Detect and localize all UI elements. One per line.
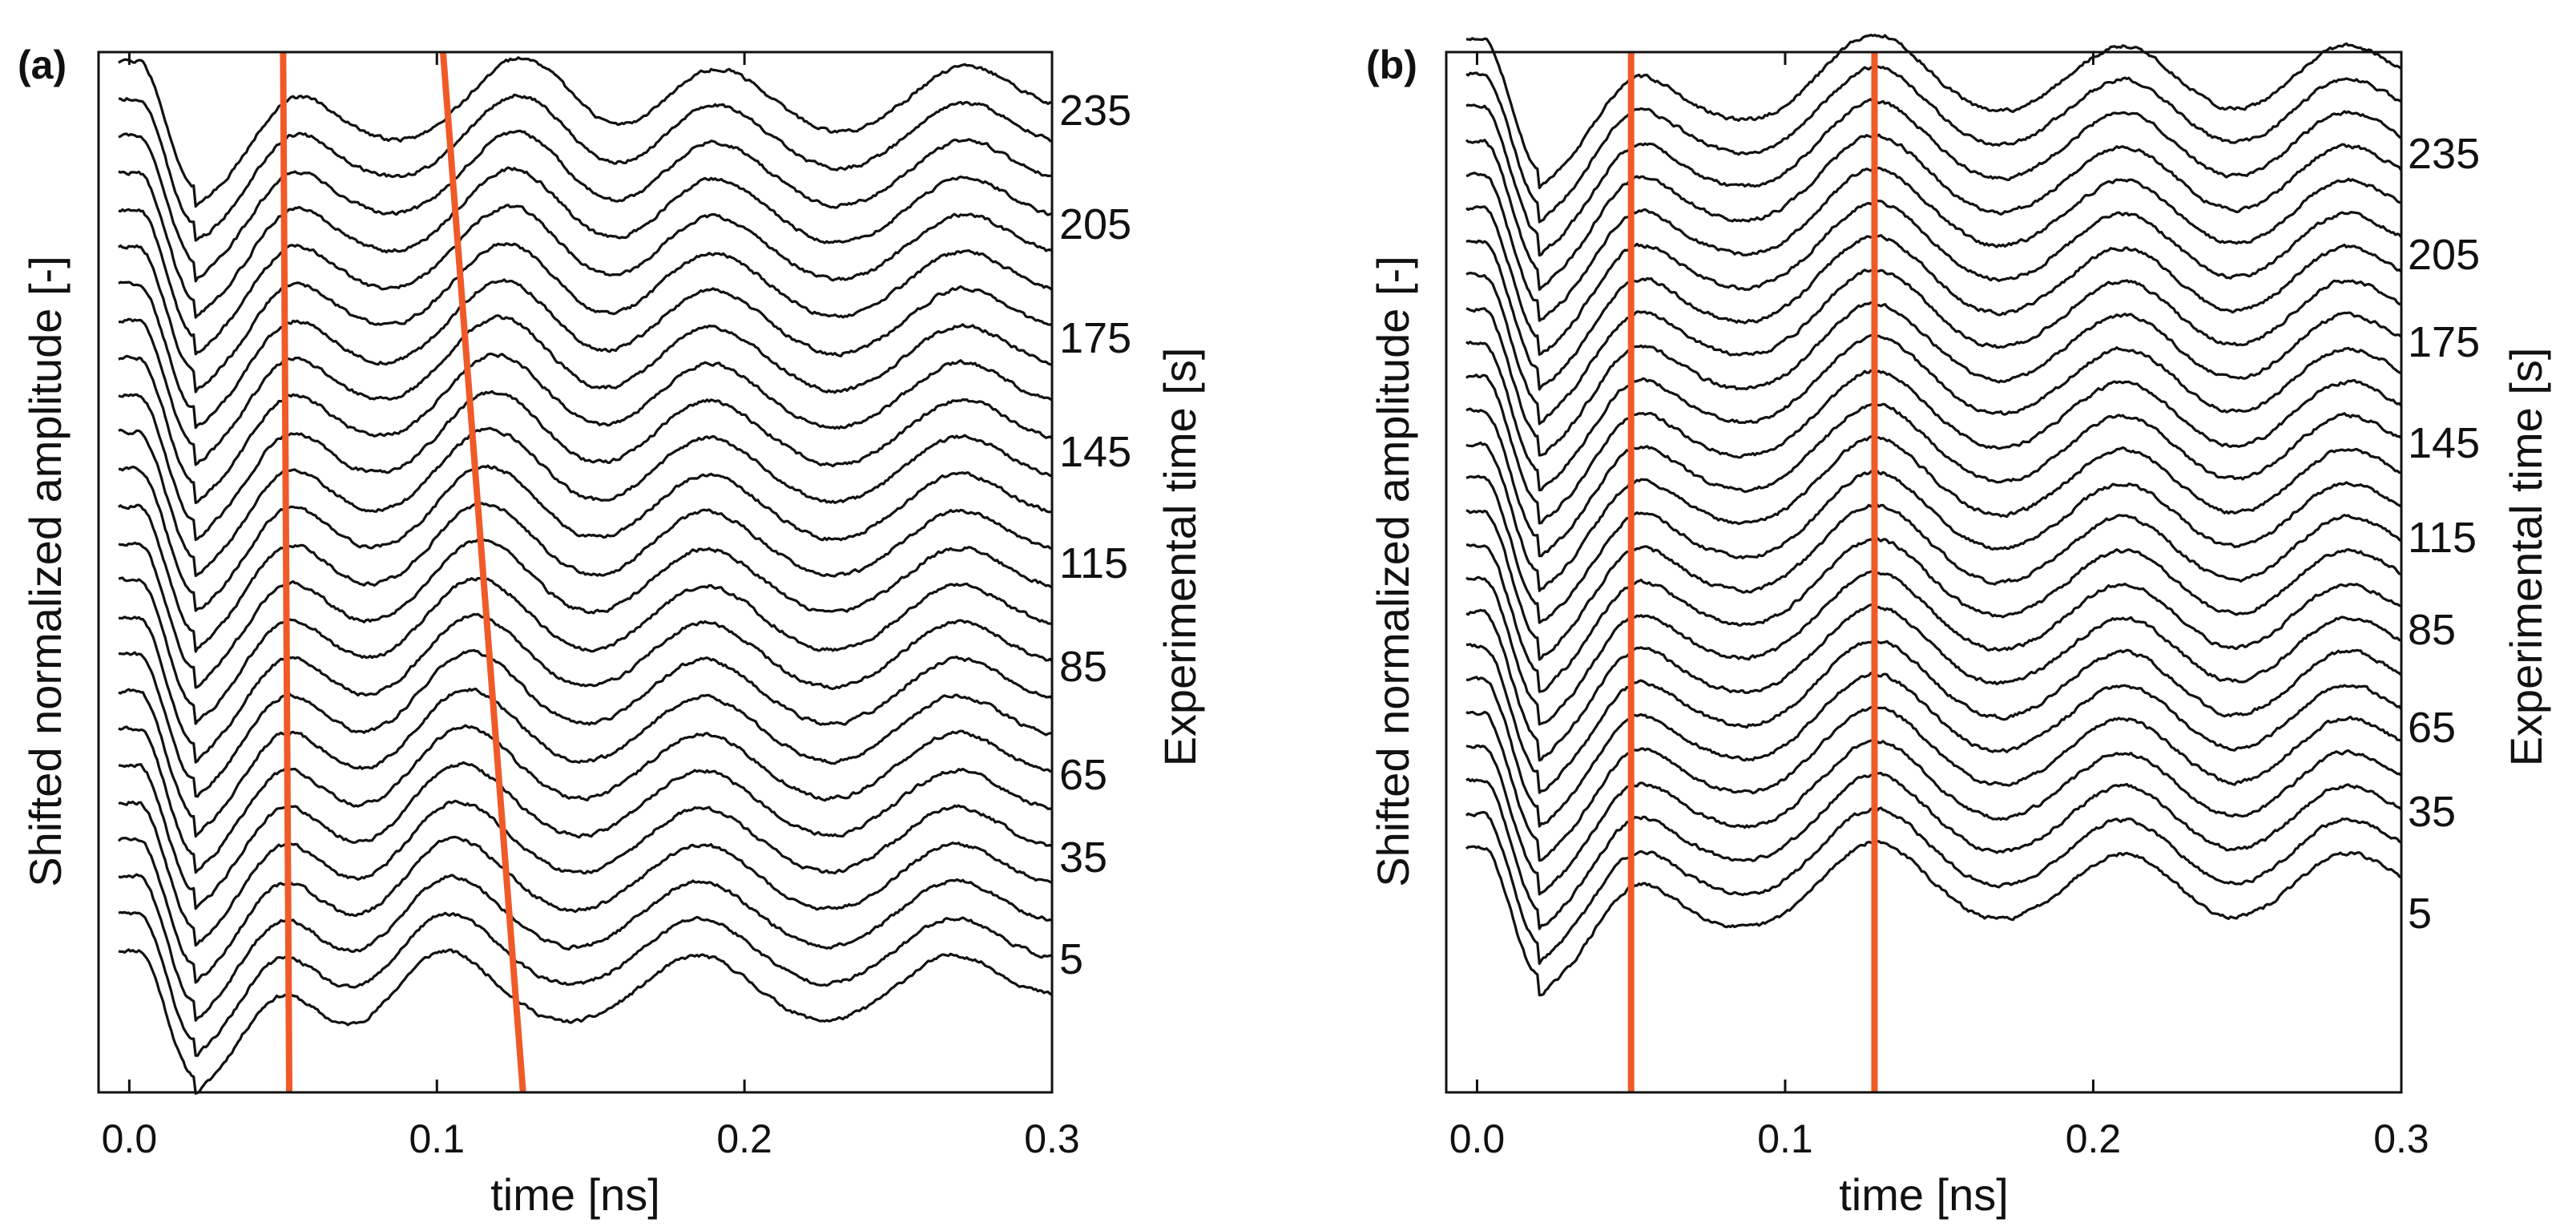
trace-line <box>118 538 1053 689</box>
trace-line <box>1465 772 2403 930</box>
trace-line <box>118 204 1053 356</box>
trace-line <box>118 129 1053 283</box>
x-tick-label: 0.2 <box>716 1116 772 1161</box>
marker-line <box>439 51 526 1093</box>
trace-line <box>117 835 1053 984</box>
trace-line <box>1465 268 2402 426</box>
right-tick-label: 175 <box>2408 318 2480 366</box>
trace-line <box>118 576 1053 725</box>
right-tick-label: 115 <box>1059 539 1128 587</box>
trace-line <box>118 389 1053 542</box>
panel-a-y-axis-label: Shifted normalized amplitude [-] <box>20 256 71 887</box>
right-tick-label: 65 <box>1059 751 1107 799</box>
trace-line <box>118 93 1053 242</box>
x-tick-label: 0.3 <box>1024 1116 1080 1161</box>
panel-b-traces <box>1465 34 2403 997</box>
right-tick-label: 85 <box>1059 643 1107 691</box>
trace-line <box>118 314 1053 466</box>
trace-line <box>1465 199 2403 356</box>
panel-b-vertical-markers <box>1627 52 1878 1092</box>
trace-line <box>1465 738 2403 896</box>
trace-line <box>1465 672 2403 828</box>
trace-line <box>118 352 1053 504</box>
panel-b-y-axis-label: Shifted normalized amplitude [-] <box>1368 256 1418 887</box>
right-tick-label: 35 <box>1059 833 1107 882</box>
panel-b-plot-frame <box>1445 50 2403 1094</box>
right-tick-label: 65 <box>2408 704 2456 752</box>
right-tick-label: 5 <box>1059 935 1083 983</box>
right-tick-label: 85 <box>2408 606 2456 654</box>
panel-a-x-axis-label: time [ns] <box>490 1169 660 1220</box>
trace-line <box>1465 333 2402 492</box>
trace-line <box>1465 369 2403 525</box>
right-tick-label: 5 <box>2408 890 2432 938</box>
right-tick-label: 35 <box>2408 788 2456 836</box>
marker-line <box>280 51 292 1093</box>
trace-line <box>1465 536 2402 693</box>
trace-line <box>1465 402 2403 558</box>
trace-line <box>118 761 1053 910</box>
right-tick-label: 205 <box>2408 231 2480 279</box>
panel-b-label: (b) <box>1366 42 1417 87</box>
trace-line <box>1465 806 2402 966</box>
right-tick-label: 145 <box>1059 428 1131 476</box>
trace-line <box>118 687 1053 838</box>
trace-line <box>1465 503 2403 661</box>
trace-line <box>118 464 1053 612</box>
trace-line <box>1465 469 2402 624</box>
trace-line <box>118 948 1053 1095</box>
right-tick-label: 115 <box>2408 514 2477 562</box>
trace-line <box>118 799 1053 947</box>
panel-b: (b) Shifted normalized amplitude [-] 0.0… <box>1366 34 2551 1220</box>
panel-b-x-axis-label: time [ns] <box>1839 1169 2009 1220</box>
trace-line <box>118 426 1053 577</box>
x-tick-label: 0.1 <box>1757 1116 1813 1161</box>
trace-line <box>118 56 1053 208</box>
trace-line <box>1465 704 2402 862</box>
trace-line <box>118 910 1053 1057</box>
trace-line <box>118 873 1053 1022</box>
panel-a: (a) Shifted normalized amplitude [-] 0.0… <box>18 42 1205 1220</box>
trace-line <box>1465 435 2402 592</box>
trace-line <box>1465 98 2402 257</box>
trace-line <box>118 724 1053 874</box>
panel-a-plot-frame <box>97 50 1054 1094</box>
trace-line <box>1465 569 2402 726</box>
trace-line <box>1465 34 2402 190</box>
trace-line <box>118 648 1054 798</box>
trace-line <box>118 612 1054 764</box>
right-tick-label: 235 <box>2408 130 2480 178</box>
trace-line <box>118 502 1053 653</box>
trace-line <box>1465 301 2403 457</box>
trace-line <box>1465 603 2402 762</box>
panel-a-right-axis-label: Experimental time [s] <box>1155 348 1205 767</box>
trace-line <box>118 278 1053 430</box>
trace-line <box>1465 639 2403 794</box>
right-tick-label: 145 <box>2408 419 2480 467</box>
trace-line <box>1465 133 2403 291</box>
right-tick-label: 175 <box>1059 314 1131 362</box>
right-tick-label: 235 <box>1059 87 1131 135</box>
trace-line <box>1465 234 2403 391</box>
panel-a-x-ticks <box>127 52 1054 1092</box>
panel-a-traces <box>117 56 1054 1095</box>
panel-b-x-ticks <box>1475 52 2403 1092</box>
trace-line <box>1465 166 2402 322</box>
panel-a-label: (a) <box>18 42 67 87</box>
trace-line <box>1465 840 2402 997</box>
panel-a-vertical-markers <box>280 51 526 1093</box>
x-tick-label: 0.3 <box>2373 1116 2429 1161</box>
trace-line <box>118 166 1053 319</box>
x-tick-label: 0.0 <box>1449 1116 1506 1161</box>
trace-line <box>118 242 1054 394</box>
x-tick-label: 0.1 <box>409 1116 466 1161</box>
x-tick-label: 0.0 <box>102 1116 158 1161</box>
x-tick-label: 0.2 <box>2066 1116 2122 1161</box>
panel-b-right-axis-label: Experimental time [s] <box>2501 348 2551 767</box>
trace-line <box>1465 64 2402 224</box>
right-tick-label: 205 <box>1059 200 1131 248</box>
